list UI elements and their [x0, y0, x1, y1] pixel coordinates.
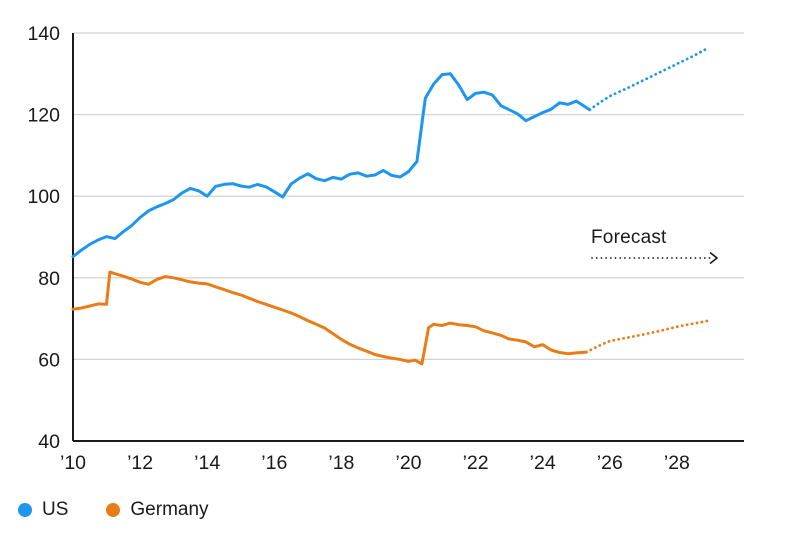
x-tick-label-2018: ’18 [328, 452, 354, 474]
y-tick-label-80: 80 [38, 268, 60, 290]
y-tick-label-60: 60 [38, 349, 60, 371]
y-tick-label-140: 140 [27, 23, 60, 45]
x-tick-label-2016: ’16 [261, 452, 287, 474]
x-tick-label-2012: ’12 [127, 452, 153, 474]
x-tick-label-2024: ’24 [530, 452, 556, 474]
chart-canvas: 40 60 80 100 120 140 ’10 ’12 ’14 ’16 ’18 ’20 ’22 ’24 ’… [27, 23, 744, 474]
series-line-germany-forecast [584, 319, 709, 354]
chart-legend: US Germany [18, 499, 209, 521]
x-tick-label-2010: ’10 [60, 452, 86, 474]
forecast-arrow-head-icon [709, 251, 719, 265]
line-chart: 40 60 80 100 120 140 ’10 ’12 ’14 ’16 ’18 ’20 ’22 ’24 ’… [27, 23, 744, 474]
x-tick-label-2026: ’26 [597, 452, 623, 474]
legend-label-germany: Germany [130, 499, 209, 520]
us-series-dot-icon [18, 503, 32, 517]
legend-item-us: US [18, 499, 68, 521]
y-tick-label-100: 100 [27, 186, 60, 208]
legend-label-us: US [42, 499, 69, 520]
legend-item-germany: Germany [106, 499, 209, 521]
series-line-us [71, 72, 592, 259]
y-tick-label-120: 120 [27, 105, 60, 127]
x-tick-label-2020: ’20 [395, 452, 421, 474]
germany-series-dot-icon [106, 503, 121, 517]
y-tick-label-40: 40 [38, 431, 60, 453]
x-tick-label-2014: ’14 [194, 452, 220, 474]
series-line-germany [71, 270, 588, 366]
forecast-annotation-label: Forecast [591, 227, 667, 248]
x-tick-label-2028: ’28 [664, 452, 690, 474]
series-line-us-forecast [588, 47, 709, 112]
x-tick-label-2022: ’22 [463, 452, 489, 474]
